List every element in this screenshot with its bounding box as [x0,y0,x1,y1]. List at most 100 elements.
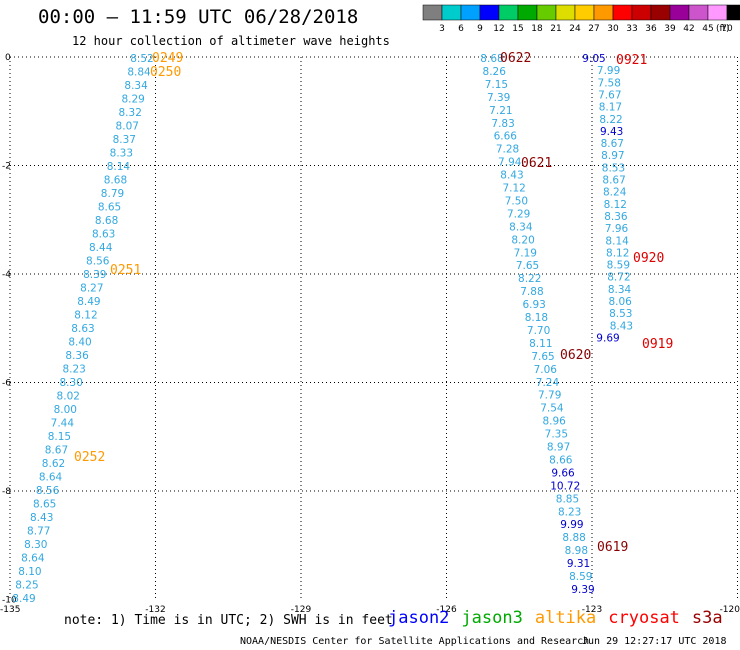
wave-height-value: 8.49 [12,593,35,605]
wave-height-value: 8.39 [83,269,106,281]
wave-height-value: 8.34 [509,221,533,233]
wave-height-value: 8.02 [57,391,80,403]
wave-height-value: 8.88 [562,532,585,544]
wave-height-value: 8.43 [500,170,523,182]
wave-height-value: 9.43 [600,126,623,138]
wave-height-value: 9.66 [551,467,575,479]
pass-time-label: 0620 [560,348,591,363]
wave-height-value: 7.99 [597,65,620,77]
legend-entry-s3a: s3a [691,608,723,628]
wave-height-value: 8.68 [95,215,118,227]
wave-height-value: 8.66 [549,454,573,466]
wave-height-value: 7.58 [598,77,621,89]
wave-height-value: 7.39 [487,92,510,104]
wave-height-value: 8.23 [62,364,85,376]
wave-height-value: 8.40 [68,337,91,349]
wave-height-value: 8.96 [542,416,566,428]
satellite-legend: jason2 jason3 altika cryosat s3a [388,608,735,628]
map-title: 00:00 – 11:59 UTC 06/28/2018 [38,6,359,28]
wave-height-value: 9.31 [567,558,590,570]
wave-height-value: 7.21 [489,105,512,117]
colorbar-tick-label: 18 [531,24,543,34]
wave-height-value: 8.77 [27,526,50,538]
wave-height-value: 8.15 [48,431,71,443]
wave-height-value: 7.79 [538,390,561,402]
wave-height-value: 8.59 [569,571,592,583]
wave-height-value: 7.50 [505,195,528,207]
wave-height-value: 8.27 [80,283,103,295]
pass-time-label: 0249 [152,51,183,66]
wave-height-value: 8.12 [606,247,629,259]
wave-height-value: 8.63 [71,323,94,335]
wave-height-value: 8.17 [599,102,622,114]
x-tick-label: -132 [145,605,165,615]
y-tick-label: -6 [2,379,11,389]
y-tick-label: 0 [5,53,11,63]
legend-entry-altika: altika [534,608,597,628]
wave-height-value: 7.15 [485,79,508,91]
wave-height-value: 8.25 [15,580,38,592]
wave-height-value: 8.68 [480,53,503,65]
wave-height-value: 8.10 [18,566,41,578]
wave-height-value: 8.63 [92,229,115,241]
colorbar-tick-label: 3 [439,24,445,34]
y-tick-label: -4 [2,270,11,280]
wave-height-value: 8.30 [60,377,83,389]
colorbar-tick-label: 24 [569,24,581,34]
wave-height-value: 9.99 [560,519,583,531]
y-tick-label: -10 [2,596,17,606]
wave-height-value: 7.65 [531,351,554,363]
wave-height-value: 7.96 [605,223,629,235]
wave-height-value: 8.85 [556,493,579,505]
wave-height-value: 9.05 [582,53,605,65]
wave-height-value: 8.00 [54,404,77,416]
wave-height-value: 8.65 [33,499,56,511]
wave-height-value: 8.14 [107,161,131,173]
wave-height-value: 8.49 [77,296,100,308]
y-tick-label: -2 [2,162,11,172]
wave-height-value: 8.65 [98,202,121,214]
footer-credit: NOAA/NESDIS Center for Satellite Applica… [240,636,590,647]
wave-height-value: 7.83 [491,118,514,130]
x-tick-label: -126 [436,605,457,615]
wave-height-value: 8.72 [607,272,630,284]
wave-height-value: 7.29 [507,208,530,220]
colorbar-tick-label: 36 [645,24,657,34]
wave-height-value: 8.67 [45,445,68,457]
wave-height-value: 8.67 [601,138,624,150]
x-tick-label: -135 [0,605,20,615]
wave-height-value: 7.65 [516,260,539,272]
wave-height-value: 8.53 [602,162,625,174]
wave-height-value: 8.56 [86,256,110,268]
wave-height-value: 7.12 [502,183,525,195]
legend-entry-jason2: jason2 [388,608,450,628]
wave-height-value: 6.93 [522,299,545,311]
wave-height-value: 8.37 [113,134,136,146]
wave-height-value: 8.12 [74,310,97,322]
wave-height-value: 8.34 [608,284,632,296]
wave-height-value: 7.06 [534,364,558,376]
pass-time-label: 0250 [150,65,181,80]
wave-height-value: 8.43 [610,320,633,332]
wave-height-value: 8.34 [124,80,148,92]
wave-height-value: 7.19 [514,247,537,259]
footer-timestamp: Jun 29 12:27:17 UTC 2018 [582,636,727,647]
wave-height-value: 7.44 [51,418,75,430]
pass-time-label: 0921 [616,53,647,68]
x-tick-label: -120 [720,605,740,615]
wave-height-value: 7.54 [540,403,564,415]
wave-height-value: 8.43 [30,512,53,524]
wave-height-value: 8.30 [24,539,47,551]
wave-height-value: 8.84 [127,67,151,79]
colorbar-tick-label: 33 [626,24,637,34]
x-tick-label: -123 [582,605,602,615]
wave-height-value: 7.70 [527,325,550,337]
wave-height-value: 8.29 [121,94,144,106]
wave-height-value: 7.94 [498,157,522,169]
colorbar-tick-label: 15 [512,24,523,34]
wave-height-value: 7.67 [598,89,621,101]
wave-height-value: 6.66 [494,131,518,143]
wave-height-value: 8.59 [607,260,630,272]
colorbar-tick-label: 42 [683,24,694,34]
wave-height-value: 8.68 [104,175,127,187]
